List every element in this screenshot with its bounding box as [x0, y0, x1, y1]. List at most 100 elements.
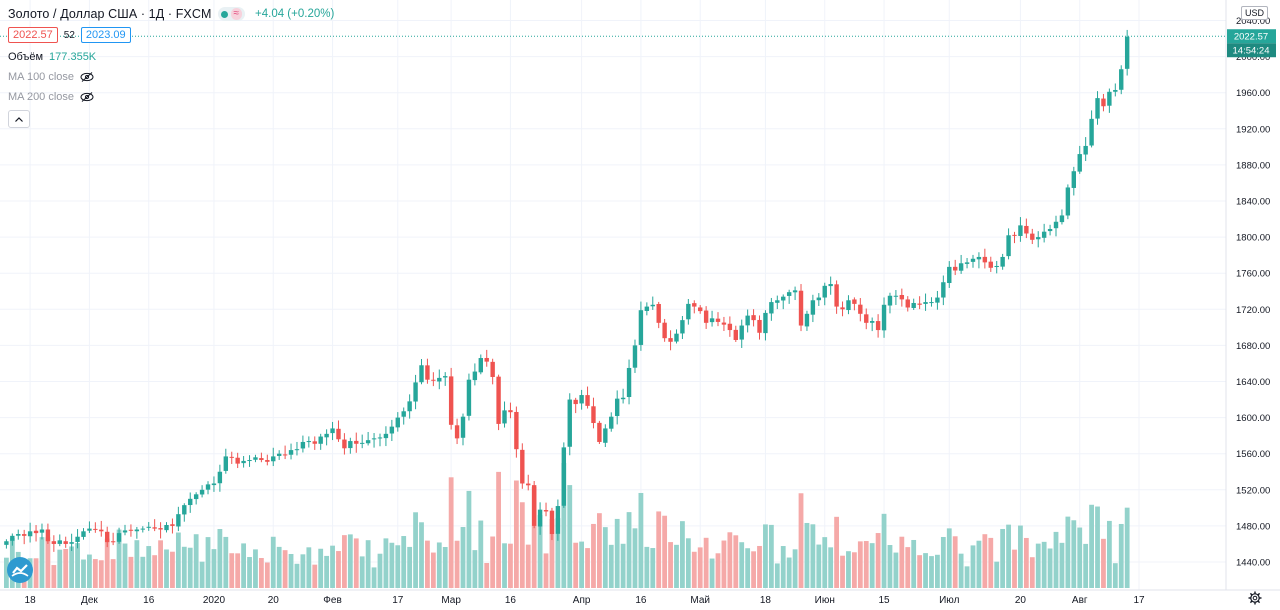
candle-body [656, 303, 661, 323]
candle-body [377, 437, 383, 439]
volume-bar [1035, 543, 1041, 588]
volume-bar [768, 524, 774, 588]
volume-bar [253, 549, 258, 588]
volume-bar [4, 557, 9, 588]
time-axis-labels: 18 Дек 16 2020 20 Фев 17 Мар 16 Апр 16 Май 18 Июн 15 Ию… [25, 595, 1145, 606]
volume-bar [241, 543, 246, 588]
candle-body [259, 458, 264, 461]
volume-bar [170, 551, 175, 588]
candle-body [336, 428, 341, 440]
volume-bar [774, 563, 780, 588]
price-tag-countdown: 14:54:24 [1233, 46, 1270, 57]
volume-bar [614, 518, 620, 588]
volume-bar [164, 549, 169, 588]
volume-bar [911, 539, 917, 588]
candle-body [460, 416, 466, 438]
volume-bar [472, 550, 478, 588]
volume-bar [1006, 524, 1011, 588]
candle-body [1113, 89, 1118, 92]
candle-body [152, 527, 157, 529]
candle-body [288, 450, 294, 455]
volume-bar [359, 556, 365, 588]
eye-hidden-icon[interactable] [80, 92, 94, 102]
volume-bar [496, 471, 501, 588]
candle-body [686, 303, 691, 320]
volume-bar [401, 536, 407, 588]
candle-body [1077, 154, 1082, 172]
wave-icon: ≈ [230, 8, 243, 20]
volume-bar [685, 538, 691, 588]
candle-body [300, 441, 306, 449]
symbol-title[interactable]: Золото / Доллар США · 1Д · FXCM [8, 7, 212, 21]
candle-body [294, 449, 300, 451]
gear-icon[interactable] [1248, 591, 1262, 605]
candle-body [674, 333, 679, 342]
candle-body [116, 533, 122, 542]
indicator-volume[interactable]: Объём 177.355K [8, 47, 334, 67]
price-tag-value: 2022.57 [1234, 32, 1268, 43]
candle-body [751, 315, 756, 321]
volume-bar [87, 554, 92, 588]
candle-body [614, 398, 620, 417]
candle-body [953, 266, 958, 271]
currency-label[interactable]: USD [1241, 6, 1269, 20]
indicator-ma100[interactable]: MA 100 close [8, 67, 334, 87]
volume-bar [199, 561, 205, 588]
volume-bar [33, 558, 39, 588]
volume-bar [626, 512, 632, 588]
candle-body [128, 529, 134, 531]
volume-bar [792, 549, 798, 588]
candle-body [413, 382, 418, 402]
price-tick-label: 1440.00 [1236, 558, 1270, 569]
indicator-ma200[interactable]: MA 200 close [8, 87, 334, 107]
time-tick-label: Авг [1072, 595, 1088, 606]
candle-body [893, 295, 899, 297]
candle-body [881, 304, 887, 331]
sell-price[interactable]: 2022.57 [8, 27, 58, 43]
candle-body [976, 256, 982, 260]
candle-body [443, 376, 448, 378]
candle-body [99, 529, 104, 532]
volume-bar [857, 541, 863, 588]
volume-bar [365, 540, 371, 588]
tradingview-logo[interactable] [7, 557, 33, 583]
volume-bar [519, 502, 525, 588]
time-tick-label: Апр [573, 595, 591, 606]
candle-body [229, 456, 234, 458]
volume-bar [478, 520, 484, 588]
buy-price[interactable]: 2023.09 [80, 27, 131, 43]
volume-bar [739, 542, 745, 588]
candle-body [923, 302, 928, 304]
time-tick-label: Мар [441, 595, 461, 606]
collapse-legend-button[interactable] [8, 110, 30, 128]
candle-body [555, 506, 561, 534]
candle-body [1065, 187, 1071, 216]
volume-bar [110, 559, 116, 588]
volume-bar [282, 550, 288, 588]
candle-body [703, 310, 709, 323]
candle-body [1095, 98, 1100, 119]
time-tick-label: 16 [143, 595, 155, 606]
volume-bar [1101, 538, 1106, 588]
volume-bar [555, 518, 561, 588]
price-tick-label: 1960.00 [1236, 88, 1270, 99]
volume-bars [4, 463, 1130, 588]
chevron-up-icon [15, 116, 23, 122]
volume-bar [585, 548, 590, 588]
candle-body [330, 428, 335, 434]
candle-body [715, 318, 721, 322]
volume-bar [1041, 541, 1047, 588]
candle-body [134, 529, 140, 532]
volume-bar [128, 556, 134, 588]
volume-bar [549, 518, 555, 588]
volume-bar [1059, 542, 1065, 588]
candle-body [526, 483, 531, 486]
market-status-pill[interactable]: ≈ [217, 7, 246, 21]
volume-bar [294, 563, 300, 588]
candle-body [205, 484, 211, 490]
candle-body [769, 302, 774, 314]
spread-value: 52 [63, 29, 75, 41]
eye-hidden-icon[interactable] [80, 72, 94, 82]
volume-bar [863, 541, 869, 588]
